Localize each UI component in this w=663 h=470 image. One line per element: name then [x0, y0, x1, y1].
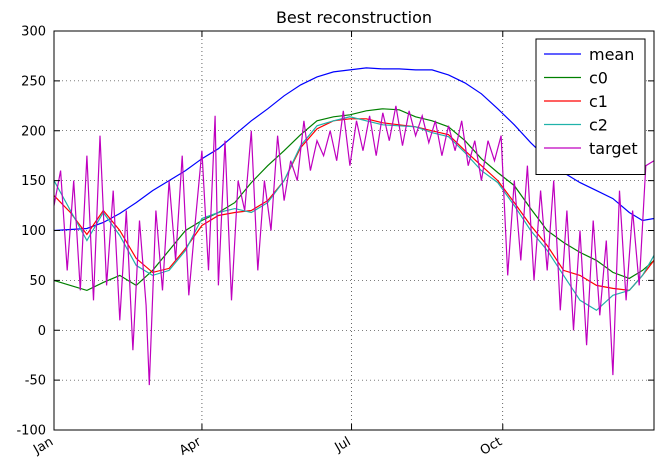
legend-label-mean: mean	[589, 45, 634, 64]
y-tick-label: -50	[25, 374, 46, 389]
series-lines	[53, 67, 655, 386]
legend-box	[535, 38, 646, 175]
series-line-target	[53, 105, 655, 386]
series-line-c0	[53, 108, 655, 292]
y-tick-label: 50	[29, 274, 46, 289]
y-tick-label: -100	[16, 424, 46, 439]
y-tick-label: 250	[21, 74, 46, 89]
legend-label-target: target	[589, 139, 638, 158]
legend-label-c0: c0	[589, 69, 608, 88]
legend-label-c1: c1	[589, 92, 608, 111]
legend-label-c2: c2	[589, 116, 608, 135]
legend: mean c0 c1 c2 target	[535, 38, 646, 175]
chart-title: Best reconstruction	[276, 8, 432, 27]
y-tick-label: 0	[38, 324, 46, 339]
series-line-c2	[53, 116, 655, 312]
y-tick-label: 100	[21, 224, 46, 239]
x-tick-label: Jul	[332, 434, 354, 455]
y-tick-label: 200	[21, 124, 46, 139]
y-tick-label: 150	[21, 174, 46, 189]
y-tick-label: 300	[21, 25, 46, 40]
